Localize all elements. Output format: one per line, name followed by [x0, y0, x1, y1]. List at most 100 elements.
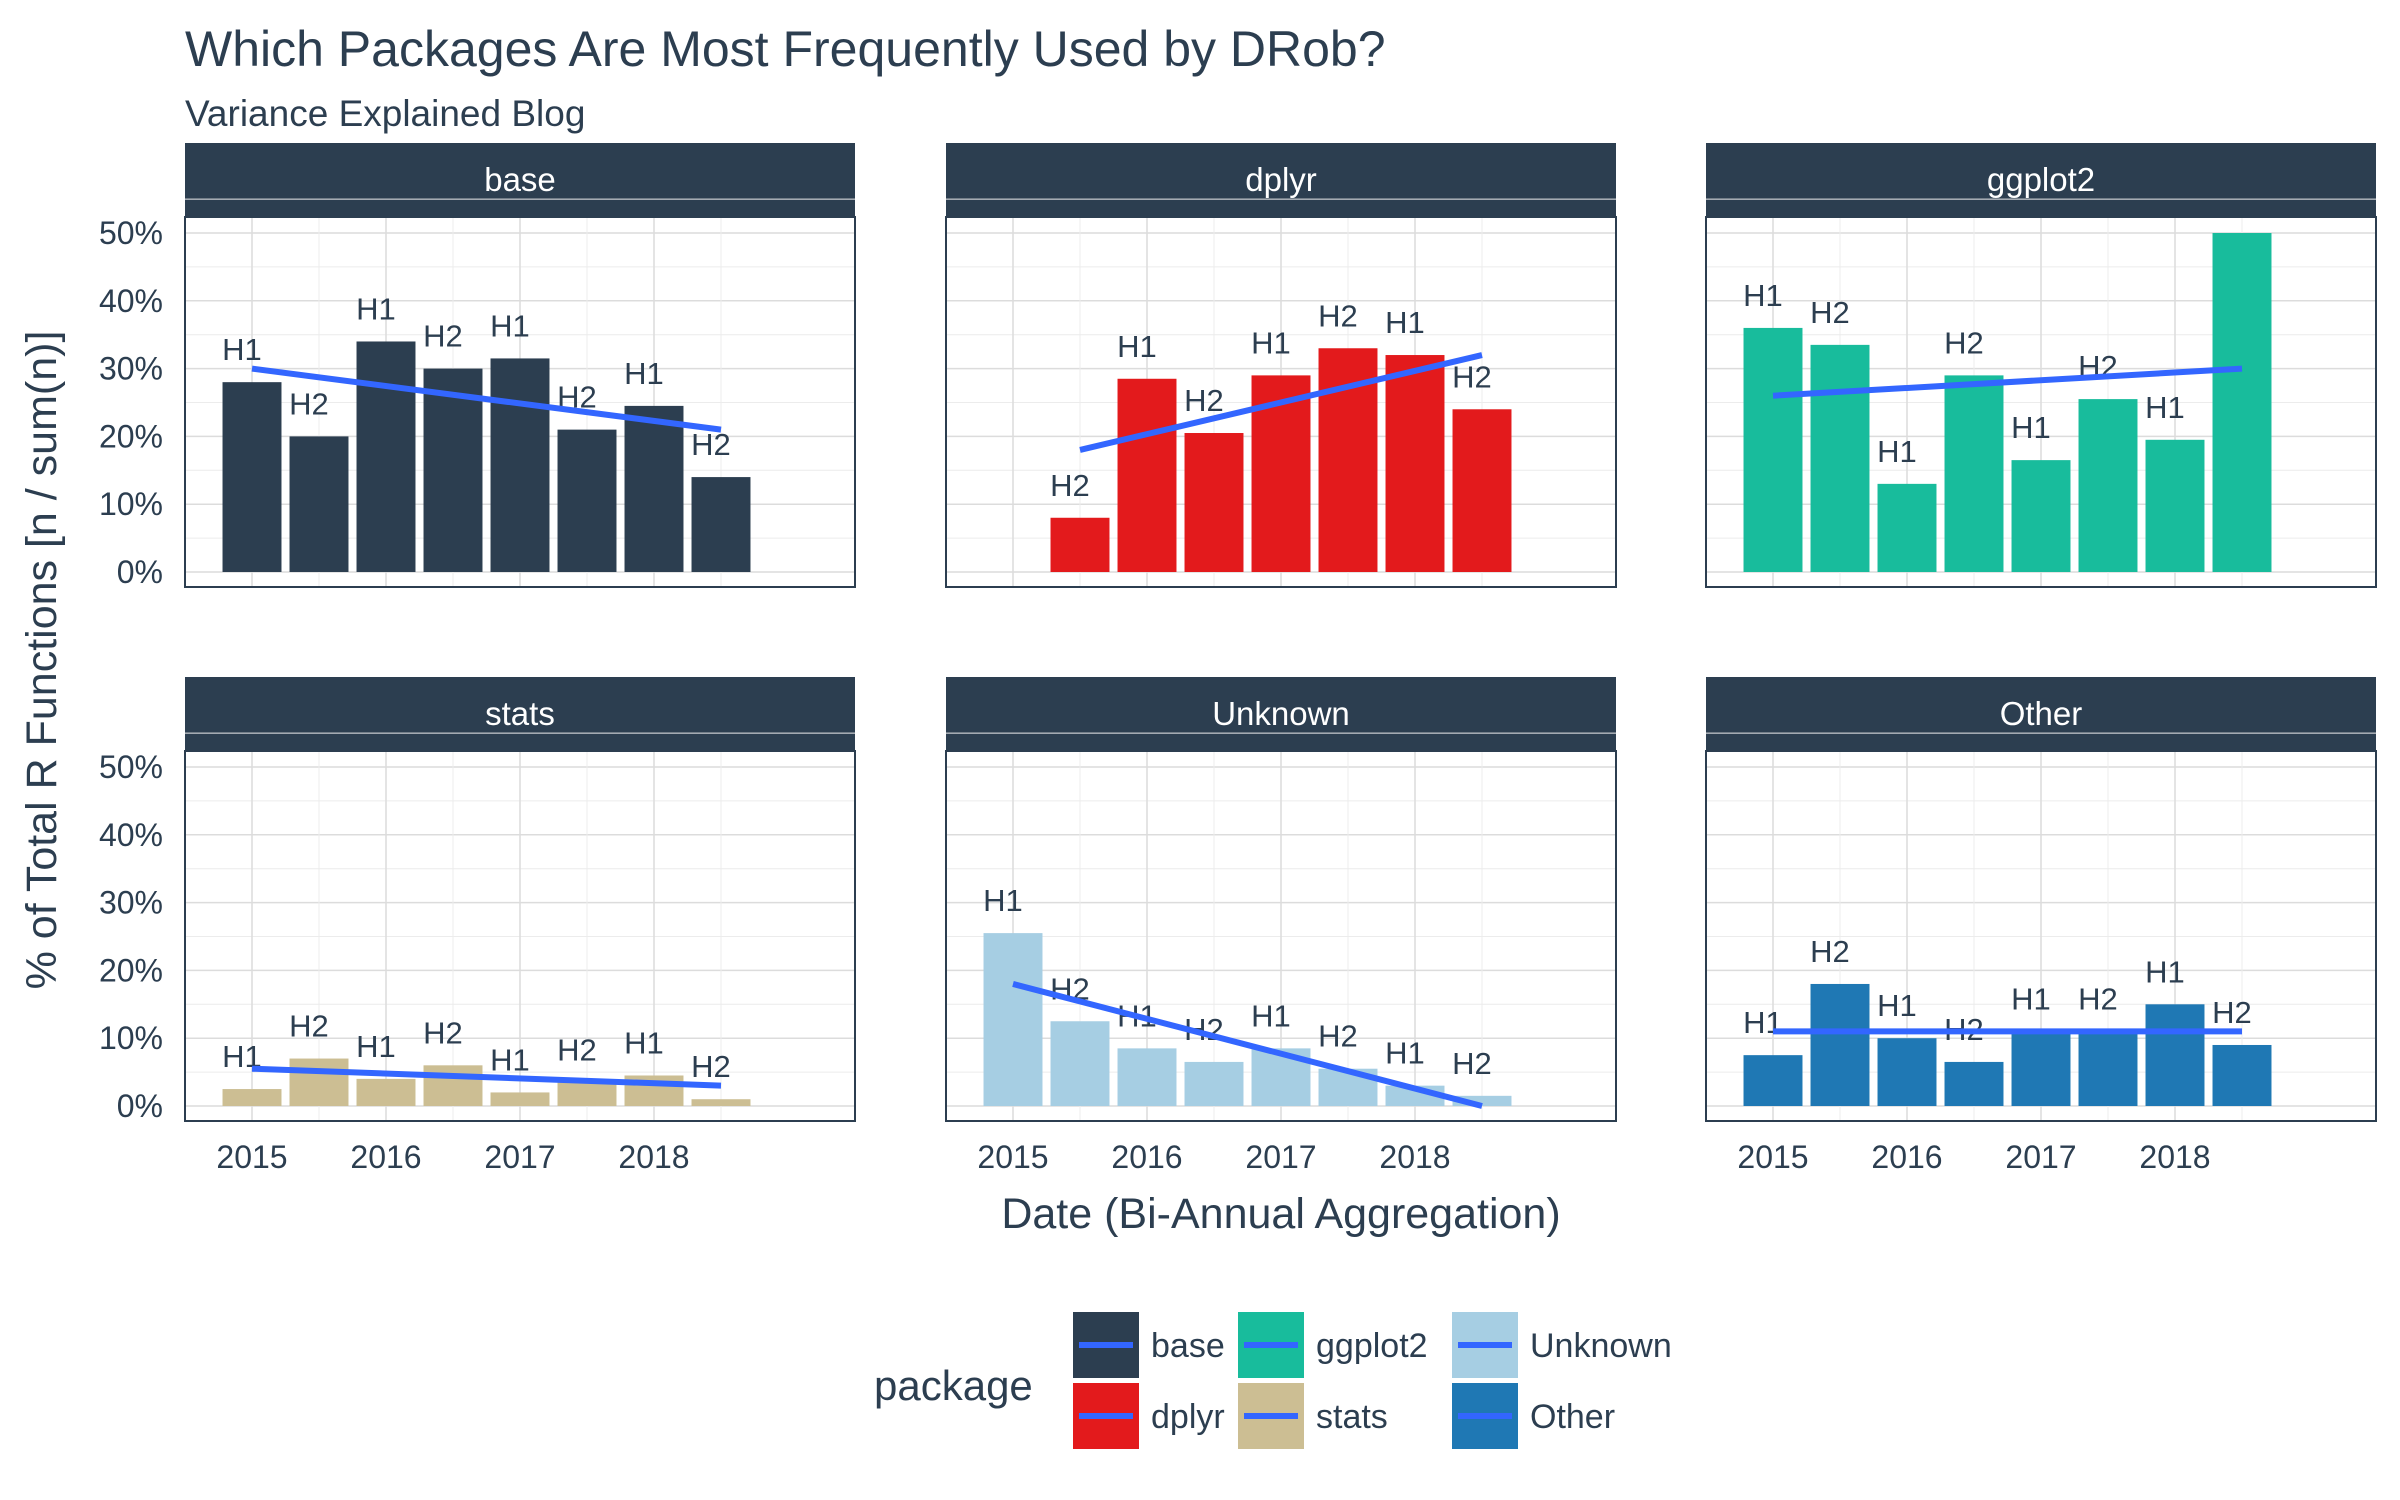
bar-unknown [1117, 1048, 1177, 1106]
bar-label: H2 [691, 1049, 731, 1084]
trend-line [251, 365, 722, 433]
bar-label: H2 [1050, 468, 1090, 503]
bar-stats [691, 1099, 751, 1106]
x-tick-label: 2017 [1245, 1139, 1316, 1175]
bar-ggplot2 [1944, 375, 2004, 572]
bar-label: H2 [1810, 295, 1850, 330]
legend-label: ggplot2 [1316, 1327, 1428, 1365]
chart-title: Which Packages Are Most Frequently Used … [185, 21, 1386, 77]
bar-dplyr [1452, 409, 1512, 572]
facet-unknown: UnknownH1H2H1H2H1H2H1H22015201620172018 [945, 677, 1617, 1175]
bar-unknown [1050, 1021, 1110, 1106]
bar-label: H1 [1743, 278, 1783, 313]
bar-label: H1 [356, 291, 396, 326]
bar-label: H2 [423, 1015, 463, 1050]
x-tick-label: 2018 [618, 1139, 689, 1175]
facet-strip [1706, 143, 2376, 217]
panel-border [1705, 216, 2377, 588]
panel-border [184, 750, 856, 1122]
bar-base [423, 368, 483, 572]
bar-base [490, 358, 550, 572]
facet-strip-label: base [484, 161, 556, 198]
facet-strip [1706, 677, 2376, 751]
bar-other [1743, 1055, 1803, 1106]
x-axis-title: Date (Bi-Annual Aggregation) [1001, 1190, 1560, 1238]
y-tick-label: 20% [99, 952, 163, 988]
bar-label: H2 [2078, 981, 2118, 1016]
bar-label: H1 [490, 308, 530, 343]
x-tick-label: 2016 [1111, 1139, 1182, 1175]
bar-other [1810, 983, 1870, 1106]
legend-key-ggplot2: ggplot2 [1238, 1312, 1428, 1378]
legend-label: dplyr [1151, 1398, 1225, 1436]
legend-label: Other [1530, 1398, 1615, 1436]
bar-label: H1 [983, 883, 1023, 918]
y-tick-label: 10% [99, 1020, 163, 1056]
facet-strip [185, 143, 855, 217]
bar-label: H1 [1877, 988, 1917, 1023]
legend-key-stats: stats [1238, 1383, 1388, 1449]
bar-other [1877, 1038, 1937, 1106]
legend-label: base [1151, 1327, 1225, 1365]
bar-other [2078, 1031, 2138, 1106]
bar-other [2011, 1031, 2071, 1106]
legend-label: Unknown [1530, 1327, 1672, 1365]
bar-label: H1 [2145, 954, 2185, 989]
y-tick-label: 50% [99, 215, 163, 251]
bar-ggplot2 [1810, 344, 1870, 572]
legend-key-unknown: Unknown [1452, 1312, 1672, 1378]
bar-label: H1 [1117, 329, 1157, 364]
facet-dplyr: dplyr H2 H1 H2 H1 H2 H1 H2 [945, 143, 1617, 588]
y-tick-label: 40% [99, 283, 163, 319]
bar-ggplot2 [1743, 327, 1803, 572]
bar-label: H1 [624, 1025, 664, 1060]
facet-strip-label: ggplot2 [1987, 161, 2095, 198]
bar-label: H1 [1385, 305, 1425, 340]
bar-ggplot2 [1877, 483, 1937, 572]
bar-dplyr [1050, 517, 1110, 572]
facet-strip [946, 677, 1616, 751]
bar-base [691, 477, 751, 572]
bar-label: H2 [557, 1032, 597, 1067]
bar-label: H2 [1452, 359, 1492, 394]
bar-ggplot2 [2212, 233, 2272, 572]
panel-border [184, 216, 856, 588]
facet-other: OtherH1H2H1H2H1H2H1H22015201620172018 [1705, 677, 2377, 1175]
bar-ggplot2 [2078, 399, 2138, 572]
x-tick-label: 2015 [216, 1139, 287, 1175]
bar-label: H2 [289, 386, 329, 421]
bar-stats [490, 1092, 550, 1106]
bar-dplyr [1385, 355, 1445, 572]
bar-ggplot2 [2145, 439, 2205, 572]
y-tick-label: 40% [99, 817, 163, 853]
x-tick-label: 2016 [350, 1139, 421, 1175]
facet-strip-label: stats [485, 695, 555, 732]
facet-strip [946, 143, 1616, 217]
legend-key-base: base [1073, 1312, 1225, 1378]
bar-label: H2 [423, 319, 463, 354]
bar-other [2212, 1044, 2272, 1106]
bar-label: H2 [1184, 383, 1224, 418]
y-tick-label: 0% [117, 554, 163, 590]
bar-label: H1 [222, 332, 262, 367]
x-tick-label: 2015 [1737, 1139, 1808, 1175]
facet-strip-label: Other [2000, 695, 2083, 732]
bar-ggplot2 [2011, 460, 2071, 572]
y-tick-label: 30% [99, 351, 163, 387]
facet-strip-label: dplyr [1245, 161, 1317, 198]
facet-strip-label: Unknown [1212, 695, 1350, 732]
x-tick-label: 2018 [2139, 1139, 2210, 1175]
bar-unknown [983, 933, 1043, 1106]
trend-line [1079, 352, 1483, 453]
bar-stats [222, 1089, 282, 1106]
bar-base [222, 382, 282, 572]
bar-label: H1 [624, 356, 664, 391]
legend-key-dplyr: dplyr [1073, 1383, 1225, 1449]
x-tick-label: 2018 [1379, 1139, 1450, 1175]
bar-label: H1 [1251, 325, 1291, 360]
x-tick-label: 2017 [484, 1139, 555, 1175]
bar-other [1944, 1061, 2004, 1106]
